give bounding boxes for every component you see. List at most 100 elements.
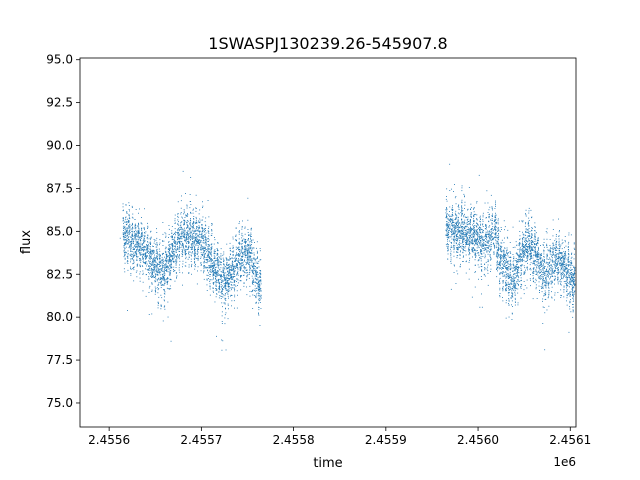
data-point	[253, 272, 254, 274]
data-point	[473, 220, 475, 222]
data-point	[224, 323, 226, 325]
data-point	[448, 230, 450, 231]
data-point	[456, 225, 458, 226]
data-point	[495, 230, 497, 232]
data-point	[455, 242, 457, 244]
data-point	[480, 266, 482, 267]
data-point	[246, 259, 248, 261]
data-point	[491, 238, 493, 240]
data-point	[173, 254, 175, 256]
data-point	[502, 275, 504, 277]
data-point	[132, 251, 134, 253]
data-point	[215, 273, 217, 275]
data-point	[138, 246, 140, 248]
data-point	[174, 248, 176, 250]
data-point	[126, 213, 128, 214]
data-point	[214, 260, 216, 262]
data-point	[205, 225, 207, 227]
data-point	[260, 259, 262, 261]
data-point	[495, 233, 497, 235]
data-point	[122, 203, 124, 205]
data-point	[141, 232, 143, 233]
data-point	[244, 252, 246, 254]
data-point	[202, 237, 204, 239]
data-point	[166, 253, 168, 255]
data-point	[452, 205, 453, 207]
data-point	[134, 236, 136, 238]
data-point	[247, 244, 249, 246]
data-point	[208, 226, 210, 228]
data-point	[131, 240, 133, 242]
data-point	[160, 265, 162, 267]
data-point	[132, 238, 134, 239]
data-point	[231, 268, 233, 270]
data-point	[133, 256, 134, 258]
data-point	[256, 293, 257, 295]
data-point	[145, 246, 146, 248]
data-point	[151, 264, 153, 266]
data-point	[128, 235, 130, 237]
data-point	[167, 301, 169, 303]
data-point	[188, 266, 190, 268]
data-point	[219, 274, 221, 275]
data-point	[191, 230, 193, 232]
data-point	[228, 288, 230, 290]
data-point	[184, 240, 185, 241]
data-point	[495, 219, 496, 221]
data-point	[181, 229, 183, 231]
data-point	[125, 219, 127, 221]
data-point	[478, 224, 479, 226]
data-point	[191, 252, 193, 254]
data-point	[169, 248, 171, 250]
data-point	[525, 240, 527, 241]
data-point	[163, 240, 165, 242]
data-point	[546, 254, 548, 256]
data-point	[481, 251, 483, 253]
data-point	[226, 243, 228, 245]
data-point	[448, 230, 450, 231]
data-point	[147, 246, 149, 248]
data-point	[153, 256, 155, 258]
data-point	[189, 219, 191, 221]
data-point	[249, 253, 251, 254]
data-point	[567, 293, 569, 294]
data-point	[221, 275, 222, 277]
data-point	[174, 242, 175, 244]
data-point	[236, 273, 238, 275]
data-point	[485, 244, 487, 246]
data-point	[472, 239, 474, 241]
data-point	[143, 242, 145, 243]
data-point	[492, 216, 493, 217]
data-point	[150, 237, 152, 239]
data-point	[229, 266, 230, 268]
data-point	[170, 255, 172, 257]
data-point	[464, 226, 466, 227]
data-point	[140, 246, 142, 248]
data-point	[259, 275, 261, 277]
data-point	[492, 239, 494, 241]
data-point	[471, 241, 473, 243]
data-point	[259, 325, 261, 326]
data-point	[572, 292, 574, 294]
data-point	[453, 249, 455, 251]
data-point	[251, 291, 252, 293]
data-point	[166, 261, 167, 263]
data-point	[260, 295, 262, 297]
data-point	[187, 226, 189, 228]
data-point	[483, 242, 485, 243]
data-point	[211, 223, 213, 224]
data-point	[215, 272, 217, 273]
data-point	[519, 253, 521, 254]
data-point	[491, 207, 493, 209]
data-point	[561, 260, 563, 262]
data-point	[154, 264, 156, 266]
data-point	[129, 239, 130, 241]
data-point	[126, 252, 127, 254]
data-point	[484, 268, 486, 270]
data-point	[241, 243, 243, 245]
data-point	[174, 220, 176, 222]
data-point	[185, 193, 186, 194]
data-point	[192, 242, 194, 244]
data-point	[474, 214, 475, 215]
data-point	[218, 270, 219, 272]
